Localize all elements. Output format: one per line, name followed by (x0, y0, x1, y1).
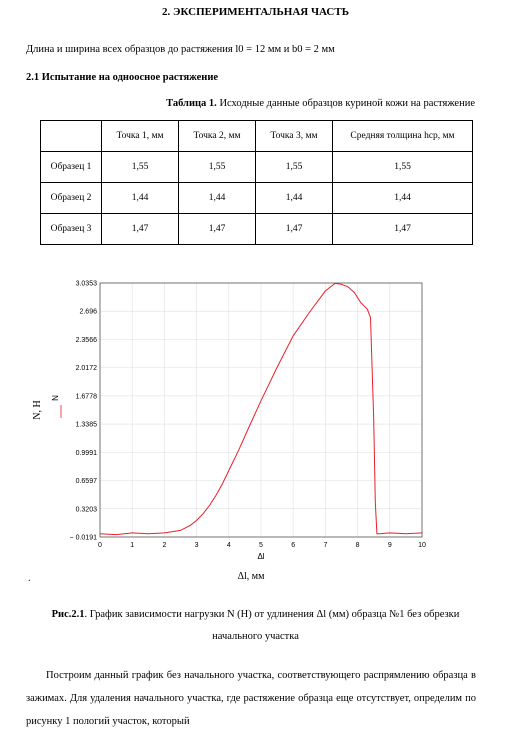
stray-dot: . (28, 573, 31, 584)
y-tick-label: 1.6778 (76, 393, 98, 400)
table-cell: 1,55 (255, 151, 333, 183)
y-tick-label: 0.9991 (76, 450, 98, 457)
table-cell: 1,44 (332, 182, 473, 214)
x-tick-label: 7 (323, 542, 327, 549)
y-tick-label: − 0.0191 (70, 535, 98, 542)
y-tick-label: 1.3385 (76, 422, 98, 429)
table-header-cell: Точка 3, мм (255, 120, 333, 152)
table-cell: 1,47 (332, 213, 473, 245)
table-cell: Образец 3 (40, 213, 102, 245)
table-header-row: Точка 1, мм Точка 2, мм Точка 3, мм Сред… (40, 120, 473, 152)
table-caption-label: Таблица 1. (166, 98, 217, 109)
y-axis-inner-label: N (51, 395, 60, 401)
y-tick-label: 0.3203 (76, 506, 98, 513)
y-tick-label: 2.3566 (76, 337, 98, 344)
x-tick-label: 1 (130, 542, 134, 549)
y-tick-label: 3.0353 (76, 281, 98, 288)
x-tick-label: 5 (259, 542, 263, 549)
y-axis-label: N, Н (32, 400, 43, 419)
section-heading: 2. ЭКСПЕРИМЕНТАЛЬНАЯ ЧАСТЬ (162, 6, 349, 18)
table-cell: 1,55 (101, 151, 179, 183)
table-cell: 1,55 (332, 151, 473, 183)
load-series-line (99, 282, 423, 536)
x-tick-label: 6 (291, 542, 295, 549)
figure-caption: Рис.2.1. График зависимости нагрузки N (… (0, 604, 511, 648)
body-paragraph: Построим данный график без начального уч… (26, 670, 476, 727)
x-tick-label: 2 (162, 542, 166, 549)
figure-caption-line2: начального участка (212, 631, 299, 642)
chart-svg: 0 1 2 3 4 5 6 7 8 9 10 3.0353 2.696 2.3566 2.0172 1.677… (32, 281, 426, 583)
table-cell: 1,47 (101, 213, 179, 245)
plot-frame (99, 282, 423, 538)
table-caption: Таблица 1. Исходные данные образцов кури… (166, 98, 475, 109)
figure-caption-line1: Рис.2.1. График зависимости нагрузки N (… (0, 604, 511, 626)
figure-caption-text: . График зависимости нагрузки N (Н) от у… (84, 609, 460, 620)
table-header-cell: Средняя толщина hср, мм (332, 120, 473, 152)
table-row: Образец 2 1,44 1,44 1,44 1,44 (40, 182, 473, 214)
x-tick-label: 3 (195, 542, 199, 549)
x-tick-label: 9 (388, 542, 392, 549)
y-tick-label: 2.696 (79, 309, 97, 316)
table-header-cell: Точка 1, мм (101, 120, 179, 152)
table-cell: 1,44 (178, 182, 256, 214)
x-axis-inner-label: Δl (257, 552, 264, 561)
subsection-title: 2.1 Испытание на одноосное растяжение (26, 72, 219, 83)
x-tick-label: 0 (98, 542, 102, 549)
table-cell: 1,44 (101, 182, 179, 214)
table-row: Образец 1 1,55 1,55 1,55 1,55 (40, 151, 473, 183)
table-header-cell: Точка 2, мм (178, 120, 256, 152)
table-cell: 1,44 (255, 182, 333, 214)
table-cell: 1,55 (178, 151, 256, 183)
samples-table: Точка 1, мм Точка 2, мм Точка 3, мм Сред… (40, 120, 473, 245)
table-cell: Образец 1 (40, 151, 102, 183)
load-elongation-chart: 0 1 2 3 4 5 6 7 8 9 10 3.0353 2.696 2.3566 2.0172 1.677… (20, 275, 440, 595)
x-tick-label: 10 (418, 542, 426, 549)
table-caption-text: Исходные данные образцов куриной кожи на… (216, 98, 475, 109)
table-row: Образец 3 1,47 1,47 1,47 1,47 (40, 213, 473, 245)
y-tick-label: 0.6597 (76, 478, 98, 485)
intro-text: Длина и ширина всех образцов до растяжен… (26, 44, 335, 55)
x-axis-label: Δl, мм (238, 571, 266, 582)
y-tick-label: 2.0172 (76, 365, 98, 372)
table-cell: 1,47 (255, 213, 333, 245)
table-header-cell (40, 120, 102, 152)
table-cell: 1,47 (178, 213, 256, 245)
x-tick-label: 8 (356, 542, 360, 549)
figure-caption-label: Рис.2.1 (51, 609, 85, 620)
table-cell: Образец 2 (40, 182, 102, 214)
x-tick-label: 4 (227, 542, 231, 549)
